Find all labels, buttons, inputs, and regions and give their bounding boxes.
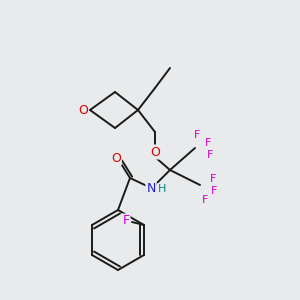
Text: F: F [210, 174, 216, 184]
Text: F: F [207, 150, 213, 160]
Text: O: O [78, 103, 88, 116]
Text: O: O [150, 146, 160, 158]
Text: F: F [122, 214, 130, 227]
Text: N: N [146, 182, 156, 194]
Text: F: F [205, 138, 211, 148]
Text: F: F [194, 130, 200, 140]
Text: O: O [111, 152, 121, 164]
Text: H: H [158, 184, 166, 194]
Text: F: F [202, 195, 208, 205]
Text: F: F [211, 186, 217, 196]
